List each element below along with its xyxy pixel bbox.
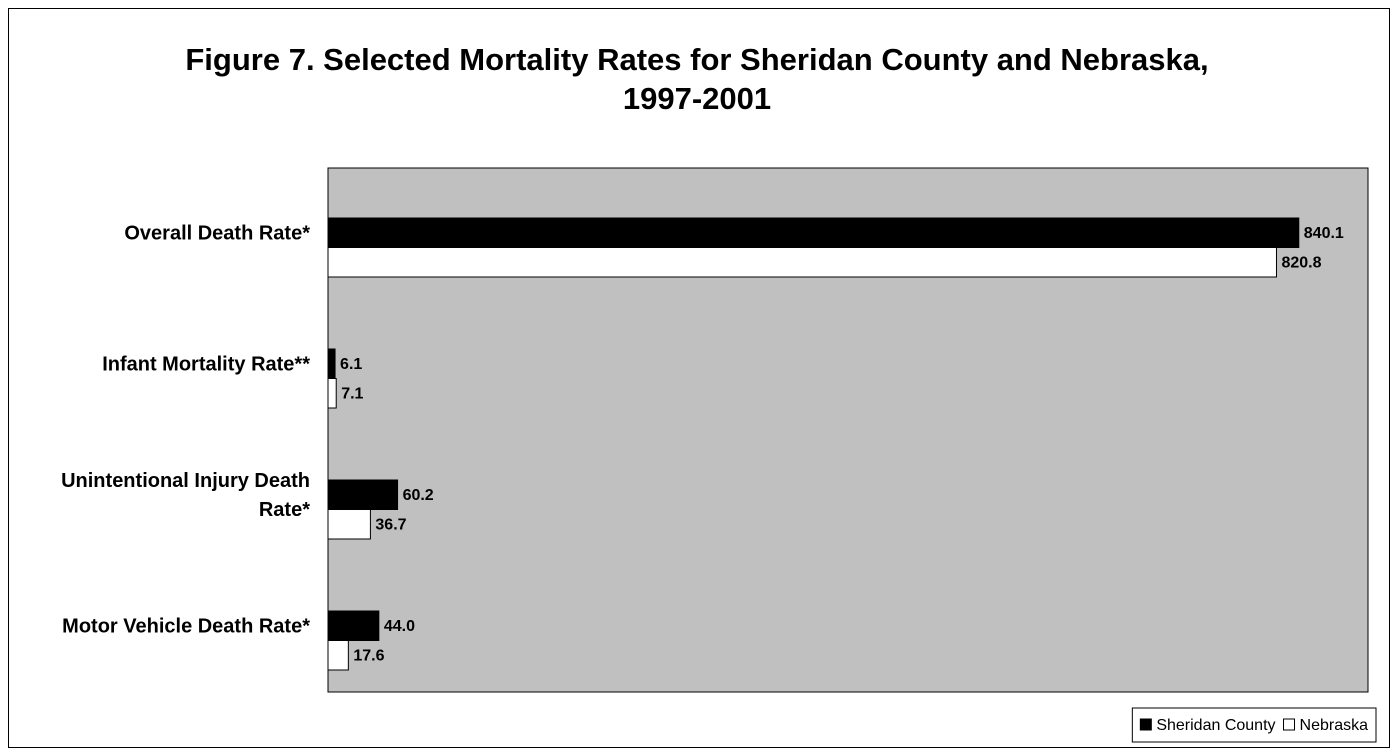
bar [327, 479, 399, 510]
data-label: 60.2 [403, 487, 434, 504]
category-label: Motor Vehicle Death Rate* [62, 615, 310, 637]
category-label: Unintentional Injury Death Rate* [61, 469, 310, 521]
bar [327, 509, 371, 540]
data-label: 7.1 [341, 385, 363, 402]
legend-swatch [1283, 718, 1296, 731]
chart-title: Figure 7. Selected Mortality Rates for S… [185, 42, 1209, 116]
bar [327, 610, 380, 641]
bar [327, 247, 1277, 278]
data-label: 840.1 [1304, 225, 1344, 242]
bar [327, 378, 337, 409]
bar [327, 348, 336, 379]
data-label: 36.7 [375, 516, 406, 533]
legend-box [1131, 707, 1377, 743]
category-label: Infant Mortality Rate** [102, 353, 310, 375]
legend-label: Nebraska [1300, 717, 1369, 734]
bar [327, 217, 1300, 248]
data-label: 820.8 [1281, 254, 1321, 271]
data-label: 6.1 [340, 356, 362, 373]
legend-label: Sheridan County [1156, 717, 1275, 734]
legend-swatch [1139, 718, 1152, 731]
data-label: 17.6 [353, 647, 384, 664]
data-label: 44.0 [384, 618, 415, 635]
chart-frame [8, 8, 1390, 748]
bar [327, 640, 349, 671]
category-label: Overall Death Rate* [124, 222, 310, 244]
